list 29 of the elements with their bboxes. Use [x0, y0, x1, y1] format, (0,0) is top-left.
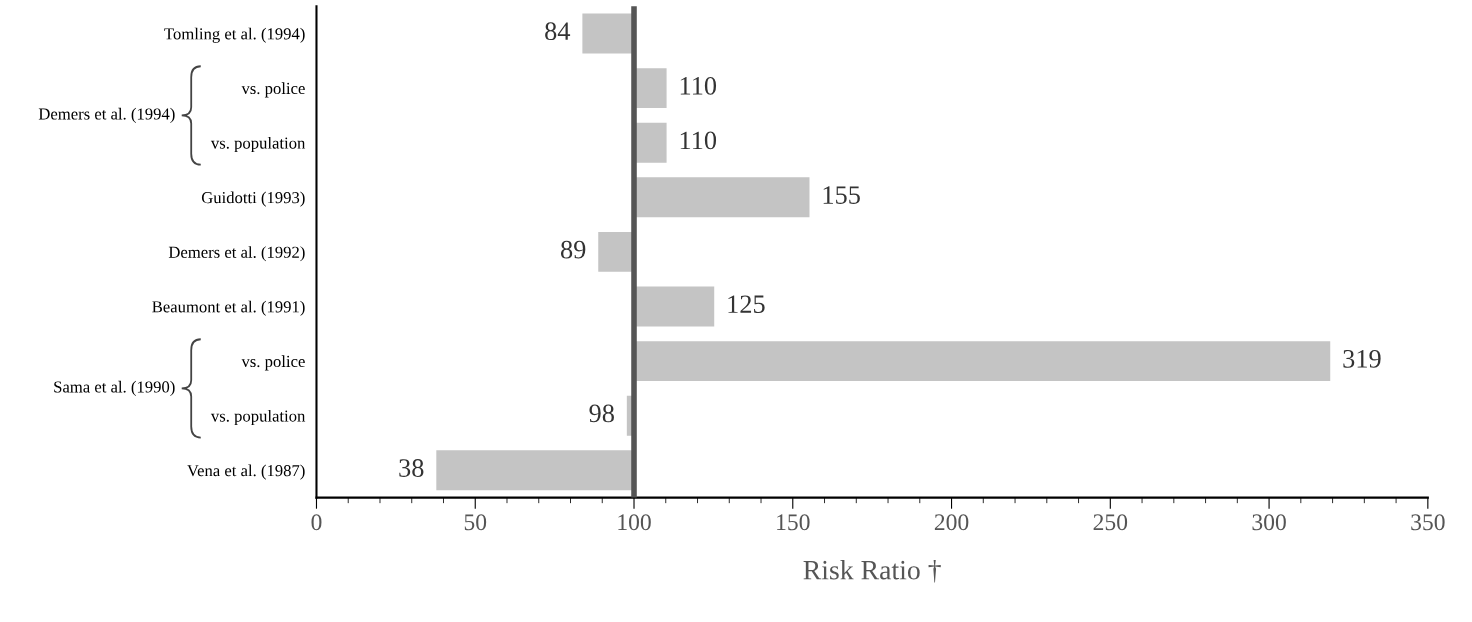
- x-tick-label: 200: [934, 514, 969, 531]
- data-label: 89: [561, 240, 586, 259]
- y-tick-label: Tomling et al. (1994): [164, 27, 305, 43]
- x-tick-label: 150: [777, 514, 810, 531]
- y-tick-label: Vena et al. (1987): [187, 464, 305, 480]
- y-tick-label: vs. police: [241, 355, 305, 371]
- y-tick-label: Guidotti (1993): [201, 191, 305, 207]
- x-axis-title: Risk Ratio †: [803, 559, 941, 583]
- x-tick-label: 50: [464, 514, 487, 531]
- y-tick-label: Beaumont et al. (1991): [152, 300, 305, 316]
- data-label: 110: [680, 131, 717, 150]
- data-label: 110: [680, 76, 717, 95]
- x-tick-label: 100: [618, 514, 651, 531]
- data-label: 84: [545, 22, 571, 41]
- text: Demers et al. (1994): [38, 107, 175, 123]
- y-tick-label: vs. population: [210, 136, 306, 153]
- y-tick-label: vs. police: [241, 82, 305, 98]
- x-tick-label: 350: [1411, 514, 1445, 531]
- data-label: 155: [823, 186, 860, 204]
- data-label: 125: [728, 295, 765, 314]
- text: Sama et al. (1990): [54, 380, 175, 396]
- data-label: 38: [399, 459, 424, 477]
- data-label: 319: [1343, 349, 1381, 368]
- data-label: 98: [589, 404, 614, 423]
- y-tick-label: vs. population: [210, 409, 306, 426]
- x-tick-label: 0: [311, 514, 322, 531]
- y-tick-label: Demers et al. (1992): [168, 246, 305, 262]
- x-tick-label: 250: [1093, 514, 1128, 531]
- x-tick-label: 300: [1252, 514, 1286, 531]
